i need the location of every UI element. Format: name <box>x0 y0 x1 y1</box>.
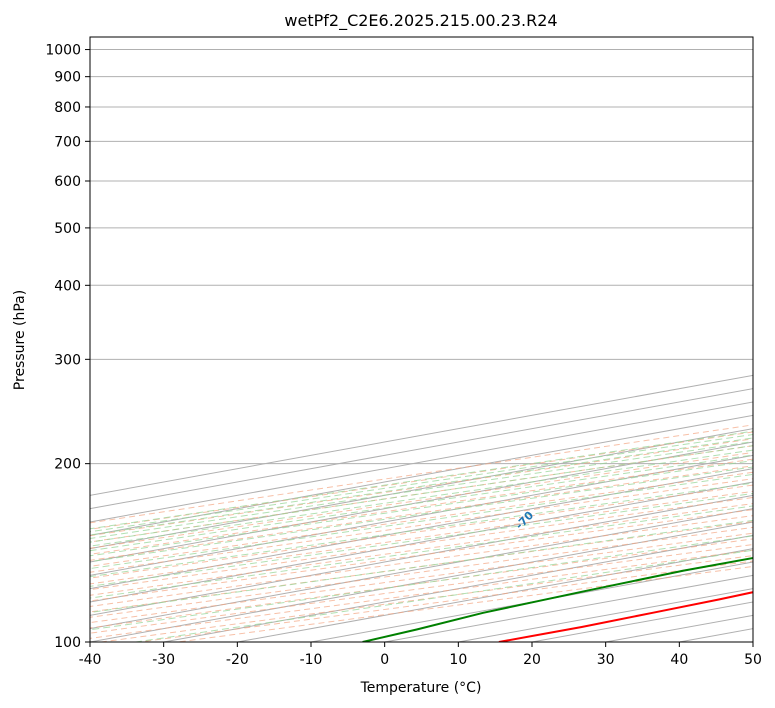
y-axis-label: Pressure (hPa) <box>12 290 28 390</box>
x-tick-label: -40 <box>79 652 102 668</box>
isotherm-line <box>752 641 753 642</box>
dry-adiabat-line <box>90 526 753 618</box>
moist-adiabat-line <box>90 482 753 578</box>
dry-adiabat-line <box>90 532 753 624</box>
data-lines <box>362 556 753 642</box>
isotherm-line <box>458 588 753 642</box>
moist-adiabat-line <box>90 430 753 530</box>
y-tick-label: 900 <box>54 70 81 86</box>
y-tick-label: 600 <box>54 174 81 190</box>
dry-adiabat-line <box>90 445 753 543</box>
moist-adiabat-line <box>90 454 753 552</box>
moist-adiabat-line <box>90 433 753 533</box>
isotherm-line <box>605 614 753 642</box>
moist-adiabat-line <box>90 519 753 613</box>
moist-adiabat-line <box>90 535 753 631</box>
dry-adiabat-line <box>90 438 753 537</box>
y-tick-label: 1000 <box>45 43 81 59</box>
isotherm-line <box>90 481 753 603</box>
dry-adiabat-line <box>90 465 753 561</box>
dry-adiabat-line <box>90 451 753 549</box>
temperature-profile-line <box>498 591 753 642</box>
x-tick-label: -20 <box>226 652 249 668</box>
isotherm-line <box>310 561 753 642</box>
isotherm-line <box>90 428 753 550</box>
moist-adiabat-line <box>90 466 753 563</box>
isotherm-line <box>90 374 753 496</box>
x-axis-label: Temperature (°C) <box>360 680 482 696</box>
isotherm-line <box>237 548 753 642</box>
y-tick-label: 100 <box>54 635 81 651</box>
dry-adiabat-line <box>139 560 753 642</box>
dry-adiabat-line <box>90 484 753 579</box>
isotherm-line <box>163 534 753 642</box>
dewpoint-profile-line <box>362 556 753 642</box>
isotherm-line <box>90 401 753 523</box>
x-tick-label: 50 <box>744 652 762 668</box>
moist-adiabat-line <box>90 505 753 599</box>
x-tick-label: 20 <box>523 652 541 668</box>
moist-adiabat-line <box>90 437 753 536</box>
isotherm-line <box>679 628 753 642</box>
isotherm-label: -80 <box>62 577 85 600</box>
dry-adiabat-line <box>90 549 753 639</box>
moist-adiabat-line <box>90 492 753 587</box>
x-tick-label: -10 <box>300 652 323 668</box>
dry-adiabat-line <box>90 490 753 585</box>
y-tick-label: 300 <box>54 352 81 368</box>
y-axis: 100 200 300 400 500 600 700 800 900 1000 <box>45 43 90 651</box>
dry-adiabat-line <box>90 538 753 629</box>
dry-adiabat-line <box>90 496 753 591</box>
x-tick-label: 40 <box>670 652 688 668</box>
moist-adiabat-line <box>90 445 753 543</box>
isotherm-line <box>90 441 753 563</box>
moist-adiabat-line <box>90 449 753 547</box>
x-tick-label: 30 <box>597 652 615 668</box>
isotherm-line <box>90 468 753 590</box>
dry-adiabat-line <box>90 478 753 573</box>
moist-adiabat-line <box>90 441 753 539</box>
dry-adiabat-line <box>90 431 753 530</box>
y-tick-label: 500 <box>54 221 81 237</box>
plot-frame <box>89 36 754 643</box>
y-tick-label: 700 <box>54 134 81 150</box>
moist-adiabat-line <box>90 460 753 557</box>
isotherm-line <box>90 414 753 536</box>
moist-adiabat-line <box>90 473 753 570</box>
background-lines <box>90 49 753 642</box>
dry-adiabat-line <box>101 555 753 642</box>
dry-adiabat-line <box>90 509 753 602</box>
dry-adiabat-line <box>90 458 753 555</box>
dry-adiabat-line <box>90 515 753 607</box>
moist-adiabat-line <box>135 549 753 642</box>
y-tick-label: 400 <box>54 278 81 294</box>
x-axis: -40 -30 -20 -10 0 10 20 30 40 50 <box>79 642 762 668</box>
line-labels: 0.10.20.40.611.52346810131620253036-100-… <box>62 509 536 600</box>
dry-adiabat-line <box>90 471 753 567</box>
x-tick-label: -30 <box>152 652 175 668</box>
isotherm-line <box>90 388 753 510</box>
isotherm-line <box>90 508 753 630</box>
dry-adiabat-line <box>90 424 753 524</box>
chart-title: wetPf2_C2E6.2025.215.00.23.R24 <box>284 11 557 31</box>
x-tick-label: 10 <box>449 652 467 668</box>
y-tick-label: 800 <box>54 100 81 116</box>
dry-adiabat-line <box>90 503 753 596</box>
isotherm-line <box>90 454 753 576</box>
dry-adiabat-line <box>90 521 753 613</box>
x-tick-label: 0 <box>380 652 389 668</box>
isotherm-line <box>90 494 753 616</box>
y-tick-label: 200 <box>54 457 81 473</box>
